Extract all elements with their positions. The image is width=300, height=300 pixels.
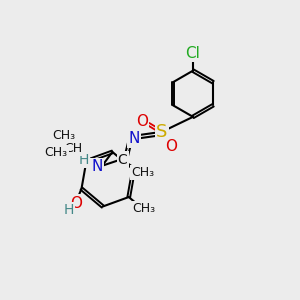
Text: CH₃: CH₃ — [45, 146, 68, 159]
Text: O: O — [136, 114, 148, 129]
Text: S: S — [156, 123, 167, 141]
Text: CH₃: CH₃ — [131, 166, 154, 179]
Text: CH₃: CH₃ — [133, 202, 156, 214]
Text: O: O — [70, 196, 82, 211]
Text: CH: CH — [64, 142, 83, 155]
Text: O: O — [165, 140, 177, 154]
Text: H: H — [63, 203, 74, 217]
Text: N: N — [92, 159, 103, 174]
Text: C: C — [118, 153, 128, 166]
Text: Cl: Cl — [186, 46, 200, 61]
Text: H: H — [79, 153, 89, 167]
Text: CH₃: CH₃ — [52, 129, 76, 142]
Text: N: N — [128, 131, 140, 146]
